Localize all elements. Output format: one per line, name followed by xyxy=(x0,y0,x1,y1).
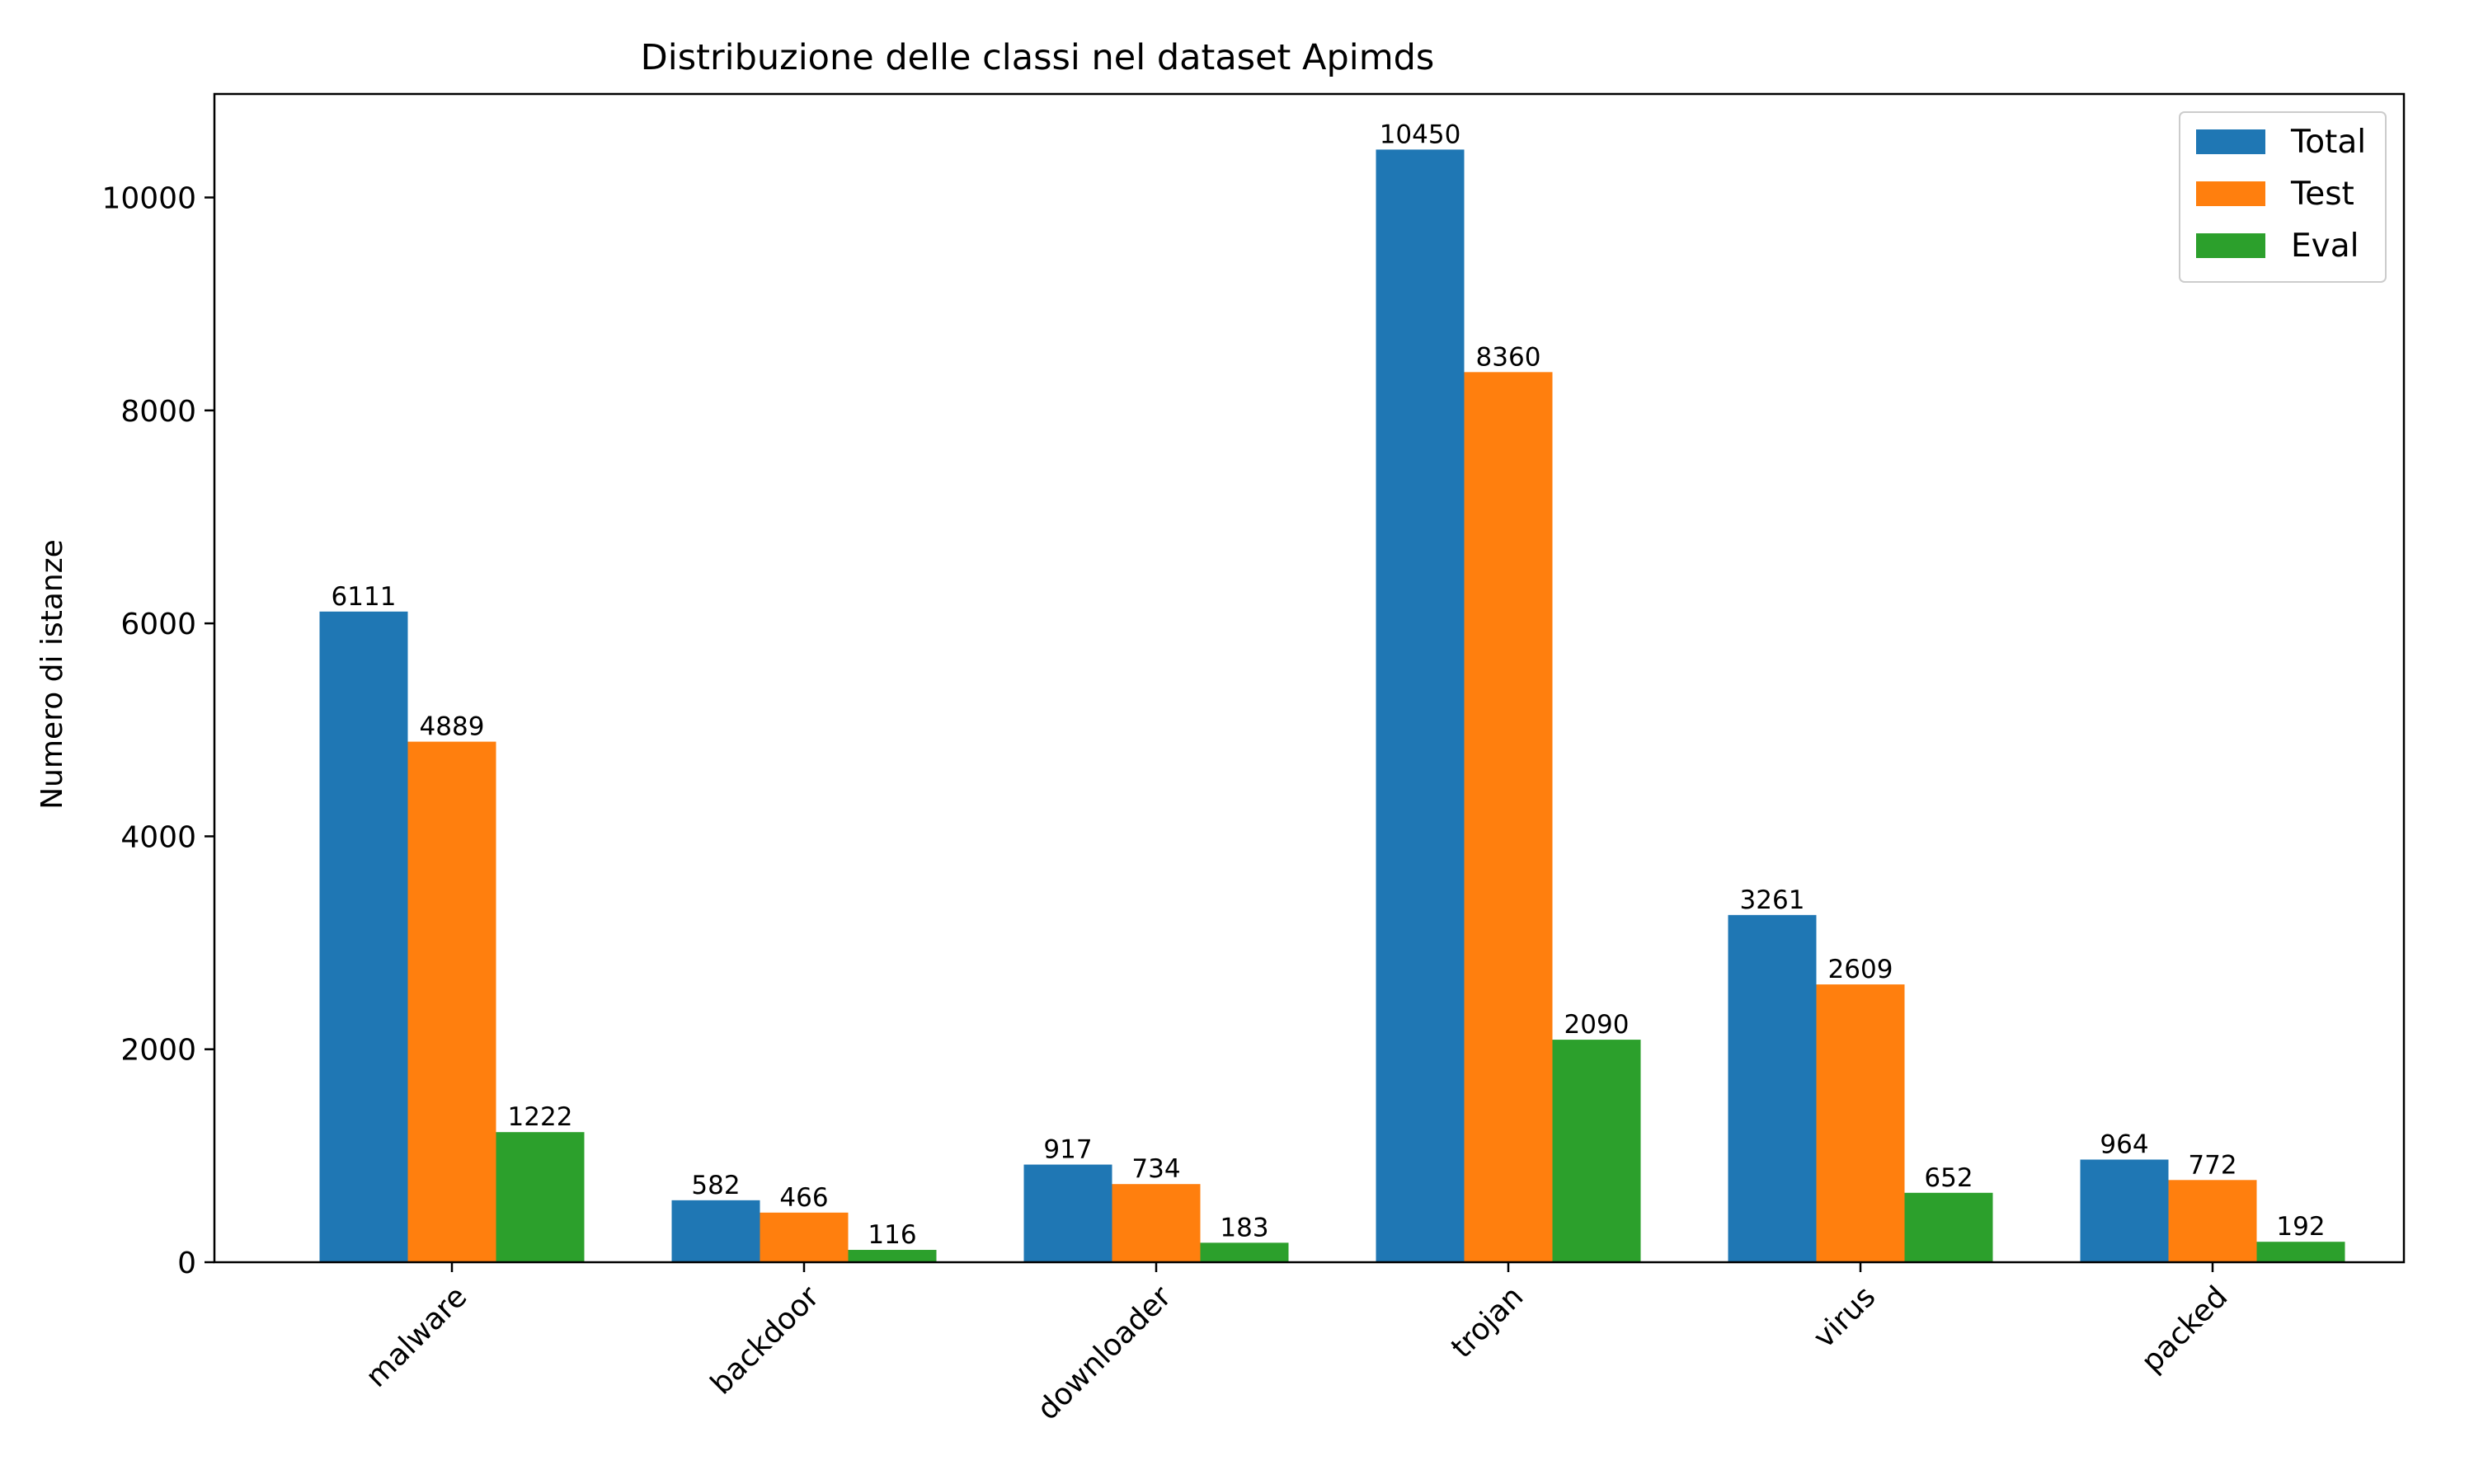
legend-swatch-test xyxy=(2196,181,2265,206)
bar-value-label: 466 xyxy=(779,1183,828,1213)
x-tick-label-malware: malware xyxy=(360,1280,473,1393)
legend-swatch-total xyxy=(2196,129,2265,154)
chart-title: Distribuzione delle classi nel dataset A… xyxy=(641,37,1435,78)
bar-value-label: 734 xyxy=(1131,1154,1180,1184)
y-tick-label: 2000 xyxy=(120,1034,196,1068)
x-tick-label-virus: virus xyxy=(1807,1280,1882,1355)
bar-value-label: 116 xyxy=(868,1220,916,1250)
bar-value-label: 192 xyxy=(2276,1212,2325,1242)
bar-value-label: 2609 xyxy=(1828,955,1893,984)
bar-virus-total xyxy=(1728,914,1817,1262)
bar-value-label: 917 xyxy=(1043,1135,1092,1165)
legend-swatch-eval xyxy=(2196,233,2265,258)
bar-value-label: 10450 xyxy=(1380,120,1461,149)
bar-virus-test xyxy=(1816,984,1905,1262)
x-tick-label-packed: packed xyxy=(2135,1280,2234,1378)
bar-value-label: 2090 xyxy=(1564,1010,1630,1040)
bar-value-label: 6111 xyxy=(332,582,397,612)
bar-value-label: 582 xyxy=(691,1171,740,1200)
bar-value-label: 1222 xyxy=(508,1102,573,1132)
bar-trojan-eval xyxy=(1552,1040,1641,1262)
bar-malware-total xyxy=(319,611,408,1262)
bar-downloader-test xyxy=(1112,1184,1201,1262)
x-tick-label-backdoor: backdoor xyxy=(704,1280,825,1401)
x-tick-label-trojan: trojan xyxy=(1445,1280,1530,1364)
bar-downloader-total xyxy=(1023,1164,1112,1262)
bar-value-label: 652 xyxy=(1924,1163,1973,1193)
bar-packed-total xyxy=(2080,1159,2169,1262)
legend-entry-test: Test xyxy=(2290,176,2354,213)
bar-value-label: 3261 xyxy=(1740,885,1805,915)
y-axis-label: Numero di istanze xyxy=(35,539,69,810)
bar-packed-test xyxy=(2168,1180,2257,1262)
bar-value-label: 4889 xyxy=(420,712,485,742)
y-tick-label: 4000 xyxy=(120,820,196,854)
bar-backdoor-eval xyxy=(848,1250,937,1262)
bar-downloader-eval xyxy=(1200,1242,1289,1262)
bar-value-label: 772 xyxy=(2188,1150,2236,1180)
y-tick-label: 6000 xyxy=(120,608,196,641)
plot-frame xyxy=(213,92,2406,1264)
plot-area: 6111 4889 1222 582 466 116 917 734 183 10450 8360 2… xyxy=(101,92,2406,1427)
bar-backdoor-test xyxy=(760,1212,849,1262)
bar-value-label: 8360 xyxy=(1476,342,1541,372)
y-tick-label: 0 xyxy=(177,1247,196,1280)
y-tick-label: 8000 xyxy=(120,395,196,429)
bar-value-label: 964 xyxy=(2100,1130,2148,1160)
bar-packed-eval xyxy=(2256,1242,2345,1262)
y-tick-label: 10000 xyxy=(101,182,196,216)
bar-value-label: 183 xyxy=(1220,1213,1268,1242)
bar-backdoor-total xyxy=(671,1200,760,1262)
bar-malware-eval xyxy=(496,1132,585,1262)
legend: Total Test Eval xyxy=(2179,111,2387,283)
bar-trojan-total xyxy=(1376,149,1465,1263)
x-tick-label-downloader: downloader xyxy=(1031,1280,1178,1426)
legend-entry-total: Total xyxy=(2290,124,2366,161)
legend-entry-eval: Eval xyxy=(2291,228,2359,265)
bar-trojan-test xyxy=(1464,372,1553,1262)
bar-malware-test xyxy=(407,741,496,1262)
bar-virus-eval xyxy=(1904,1192,1993,1262)
